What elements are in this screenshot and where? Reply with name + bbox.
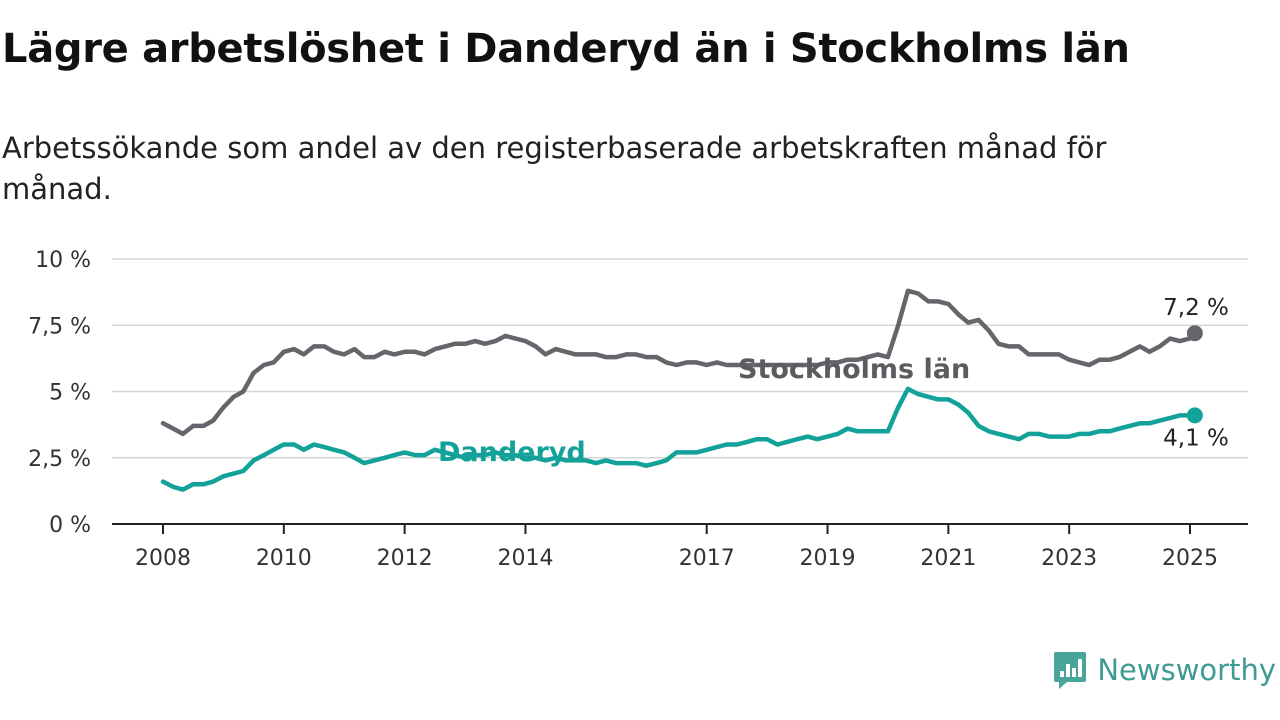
x-tick-label: 2023: [1041, 546, 1097, 571]
series-line: [160, 386, 1198, 492]
newsworthy-logo-icon: [1054, 652, 1087, 689]
x-tick-label: 2025: [1162, 546, 1218, 571]
gridlines: [112, 258, 1248, 459]
x-tick-label: 2014: [497, 546, 553, 571]
series-labels: Stockholms län 7,2 % Danderyd 4,1 %: [438, 295, 1229, 468]
y-axis-ticks: 0 % 2,5 % 5 % 7,5 % 10 %: [28, 248, 91, 538]
x-tick-label: 2012: [377, 546, 433, 571]
chart-title: Lägre arbetslöshet i Danderyd än i Stock…: [2, 26, 1130, 72]
y-tick-label: 10 %: [35, 248, 91, 273]
y-tick-label: 2,5 %: [28, 447, 91, 472]
series-line: [160, 288, 1198, 437]
series-label-stockholm: Stockholms län: [738, 354, 970, 385]
series-end-label: 4,1 %: [1163, 425, 1229, 451]
x-tick-label: 2017: [679, 546, 735, 571]
series-end-label: 7,2 %: [1163, 295, 1229, 321]
x-axis: 2008 2010 2012 2014 2017 2019 2021 2023 2025: [112, 523, 1248, 571]
chart-subtitle: Arbetssökande som andel av den registerb…: [2, 131, 1107, 206]
y-tick-label: 0 %: [49, 513, 91, 538]
y-tick-label: 5 %: [49, 381, 91, 406]
y-tick-label: 7,5 %: [28, 314, 91, 339]
x-tick-label: 2008: [135, 546, 191, 571]
x-tick-label: 2021: [920, 546, 976, 571]
x-tick-label: 2019: [800, 546, 856, 571]
series-label-danderyd: Danderyd: [438, 437, 586, 468]
series-end-marker: [1186, 325, 1203, 342]
series-lines: [160, 288, 1203, 492]
brand: Newsworthy: [1053, 650, 1276, 690]
brand-name: Newsworthy: [1097, 653, 1276, 687]
series-end-marker: [1186, 407, 1203, 424]
x-tick-label: 2010: [256, 546, 312, 571]
